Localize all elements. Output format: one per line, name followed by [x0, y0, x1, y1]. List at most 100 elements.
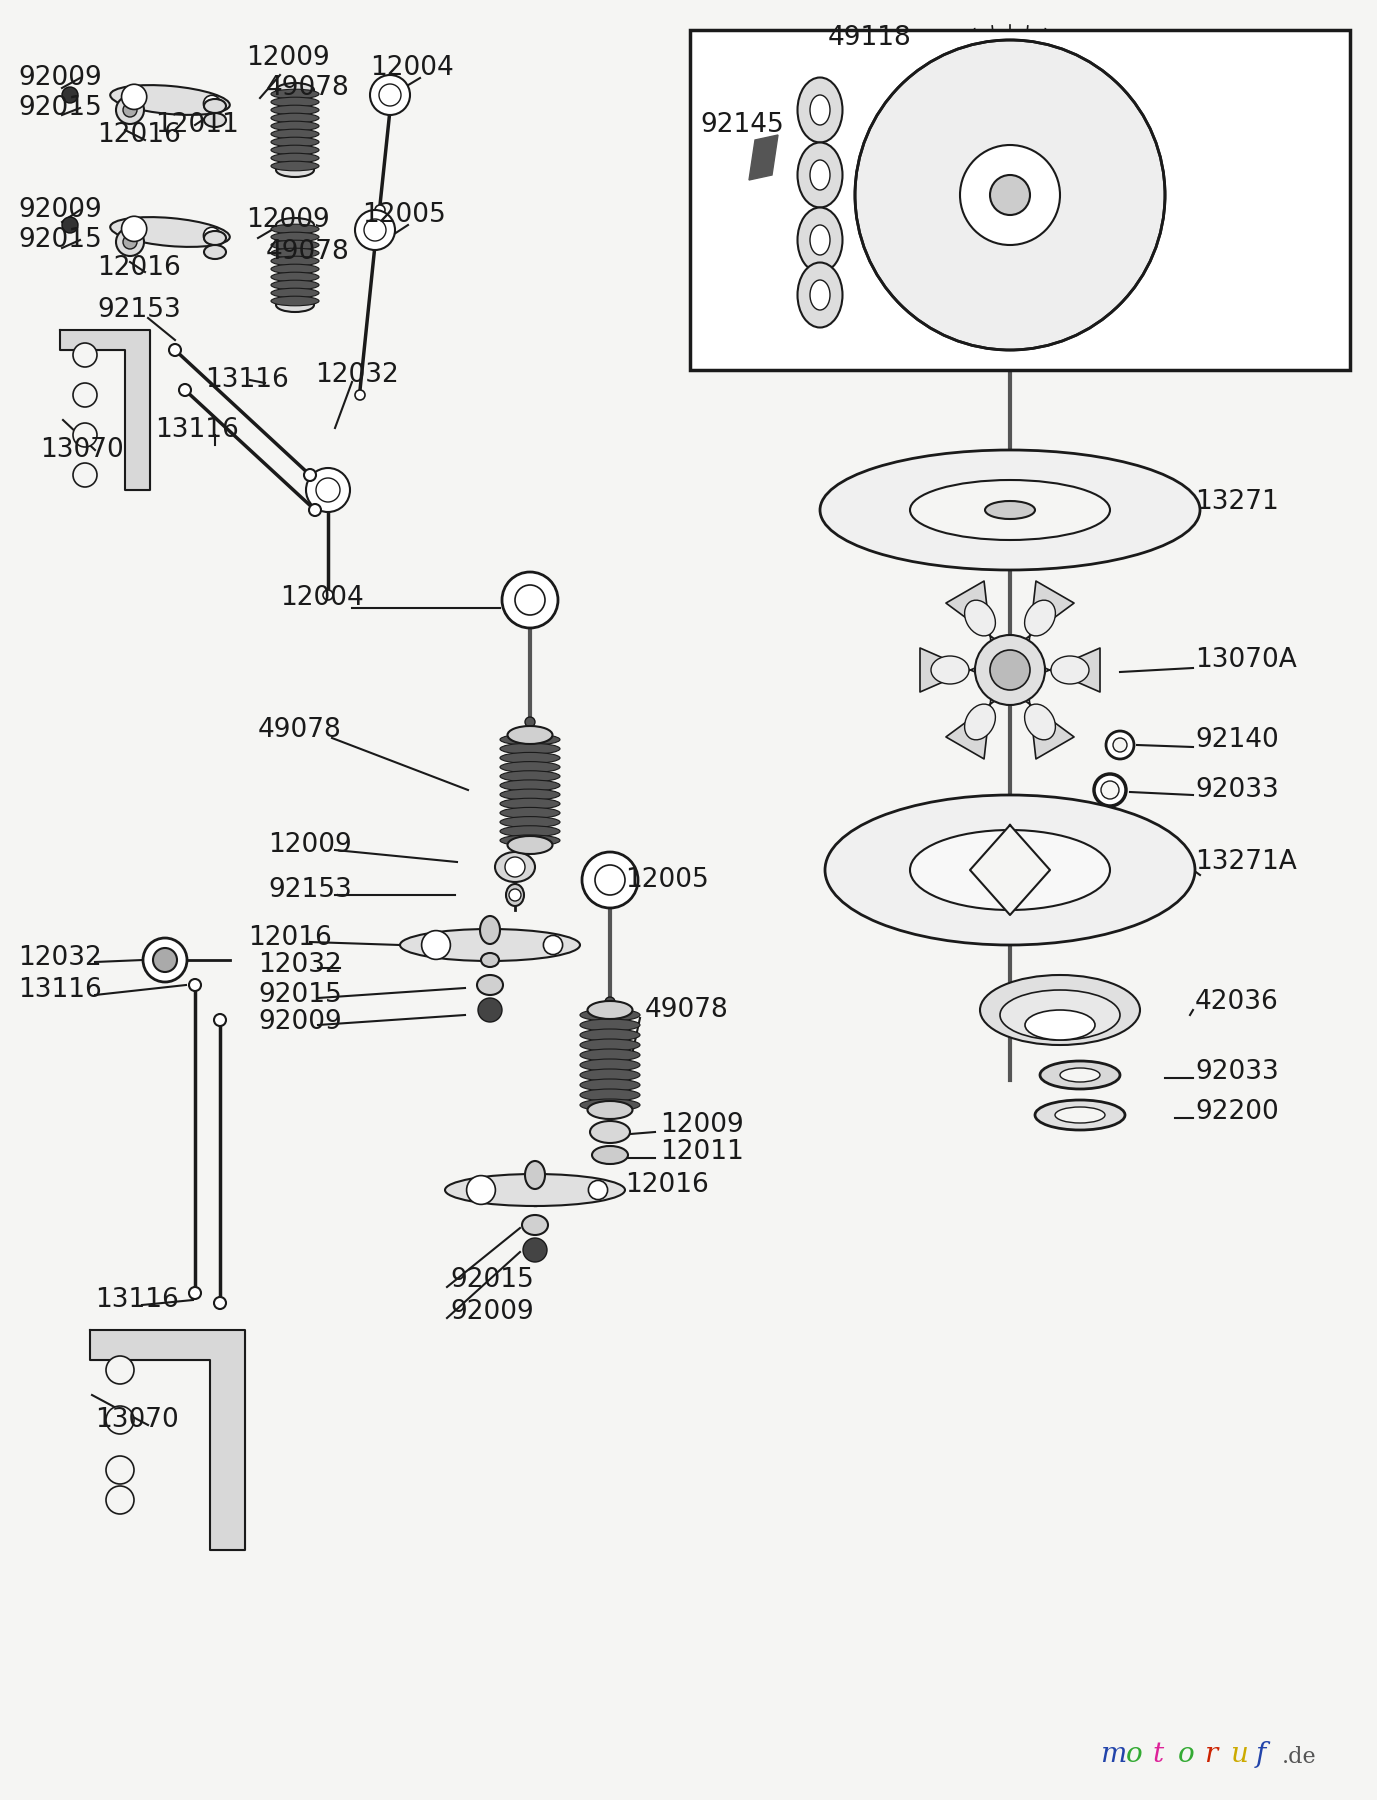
Ellipse shape	[481, 952, 498, 967]
Ellipse shape	[797, 77, 843, 142]
Ellipse shape	[525, 1161, 545, 1190]
Text: 92015: 92015	[257, 983, 341, 1008]
Circle shape	[355, 211, 395, 250]
Ellipse shape	[580, 1010, 640, 1021]
Circle shape	[509, 889, 521, 902]
Text: 92153: 92153	[269, 877, 351, 904]
Text: 13116: 13116	[18, 977, 102, 1003]
Circle shape	[179, 383, 191, 396]
Ellipse shape	[797, 207, 843, 272]
Circle shape	[213, 1013, 226, 1026]
Ellipse shape	[500, 835, 560, 846]
Circle shape	[375, 205, 386, 214]
Circle shape	[62, 218, 78, 232]
Text: 92140: 92140	[1195, 727, 1279, 752]
Circle shape	[505, 857, 525, 877]
Circle shape	[116, 229, 145, 256]
Ellipse shape	[1024, 599, 1055, 635]
Ellipse shape	[271, 137, 319, 148]
Ellipse shape	[580, 1078, 640, 1091]
Ellipse shape	[819, 450, 1199, 571]
Text: 12004: 12004	[370, 56, 454, 81]
Ellipse shape	[797, 263, 843, 328]
Ellipse shape	[204, 245, 226, 259]
Circle shape	[379, 85, 401, 106]
Text: 13116: 13116	[205, 367, 289, 392]
Text: 42036: 42036	[1195, 988, 1279, 1015]
Text: 92015: 92015	[450, 1267, 534, 1292]
Ellipse shape	[810, 225, 830, 256]
Text: 13116: 13116	[156, 418, 238, 443]
Text: 12016: 12016	[248, 925, 332, 950]
Ellipse shape	[500, 770, 560, 781]
Ellipse shape	[1060, 1067, 1100, 1082]
Ellipse shape	[476, 976, 503, 995]
Text: 13116: 13116	[95, 1287, 179, 1312]
Ellipse shape	[110, 85, 230, 115]
Ellipse shape	[580, 1089, 640, 1102]
Circle shape	[121, 216, 147, 241]
Circle shape	[595, 866, 625, 895]
Ellipse shape	[985, 500, 1036, 518]
Circle shape	[525, 716, 536, 727]
Text: 12009: 12009	[246, 45, 329, 70]
Ellipse shape	[271, 153, 319, 162]
Ellipse shape	[271, 146, 319, 155]
Ellipse shape	[271, 281, 319, 290]
Circle shape	[1113, 738, 1126, 752]
Ellipse shape	[580, 1058, 640, 1071]
Ellipse shape	[810, 95, 830, 124]
Text: 92009: 92009	[18, 65, 102, 92]
Ellipse shape	[797, 142, 843, 207]
Text: 12009: 12009	[660, 1112, 744, 1138]
Text: 12009: 12009	[246, 207, 329, 232]
Text: 49078: 49078	[266, 76, 350, 101]
Circle shape	[204, 227, 220, 245]
Circle shape	[315, 479, 340, 502]
Ellipse shape	[810, 160, 830, 191]
Ellipse shape	[1024, 704, 1055, 740]
Text: 12005: 12005	[625, 868, 709, 893]
Text: 12032: 12032	[315, 362, 399, 389]
Ellipse shape	[508, 835, 552, 853]
Ellipse shape	[494, 851, 536, 882]
Ellipse shape	[275, 299, 314, 311]
Ellipse shape	[580, 1100, 640, 1111]
Text: 12004: 12004	[280, 585, 364, 610]
Text: 12032: 12032	[257, 952, 341, 977]
Circle shape	[73, 383, 96, 407]
Text: m: m	[1100, 1741, 1126, 1768]
Ellipse shape	[271, 288, 319, 297]
Ellipse shape	[271, 232, 319, 241]
Ellipse shape	[271, 265, 319, 274]
Polygon shape	[1011, 581, 1074, 659]
Ellipse shape	[580, 1069, 640, 1082]
Text: 92033: 92033	[1195, 778, 1279, 803]
Text: 12016: 12016	[625, 1172, 709, 1199]
Ellipse shape	[204, 230, 226, 245]
Ellipse shape	[445, 1174, 625, 1206]
Text: r: r	[1203, 1741, 1217, 1768]
Ellipse shape	[399, 929, 580, 961]
Text: 92015: 92015	[18, 95, 102, 121]
Ellipse shape	[271, 162, 319, 171]
Ellipse shape	[580, 1049, 640, 1060]
Text: 92153: 92153	[96, 297, 180, 322]
Ellipse shape	[500, 808, 560, 819]
Circle shape	[605, 997, 616, 1006]
Circle shape	[73, 344, 96, 367]
Circle shape	[106, 1487, 134, 1514]
Circle shape	[116, 95, 145, 124]
Text: 49078: 49078	[266, 239, 350, 265]
Circle shape	[467, 1175, 496, 1204]
Circle shape	[975, 635, 1045, 706]
Circle shape	[990, 650, 1030, 689]
Circle shape	[308, 504, 321, 517]
Text: 13070A: 13070A	[1195, 646, 1297, 673]
Circle shape	[121, 85, 147, 110]
Ellipse shape	[110, 218, 230, 247]
Ellipse shape	[271, 248, 319, 257]
Ellipse shape	[910, 481, 1110, 540]
Circle shape	[123, 103, 136, 117]
Ellipse shape	[1024, 1010, 1095, 1040]
